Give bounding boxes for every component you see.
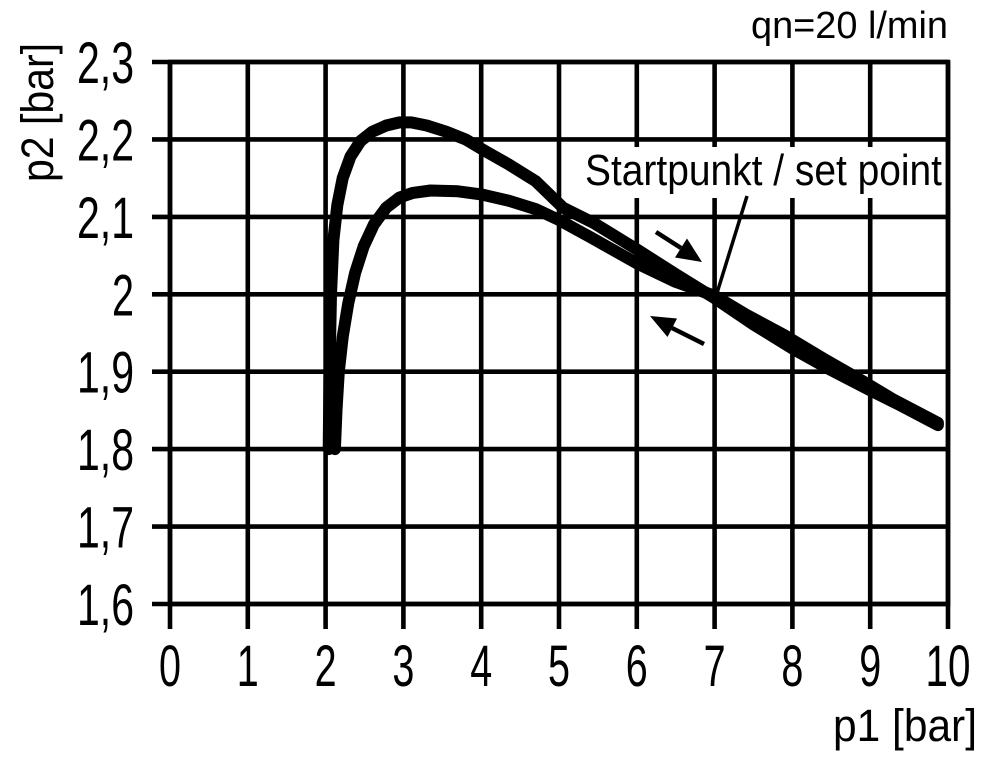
y-tick-label: 1,9 [77,341,134,406]
x-tick-label: 0 [159,634,181,699]
x-tick-label: 5 [548,634,570,699]
y-tick-label: 2,1 [77,186,134,251]
x-tick-label: 8 [781,634,803,699]
set-point-annotation: Startpunkt / set point [585,146,942,195]
chart-title: qn=20 l/min [751,5,948,47]
forward-arrow-shaft [654,230,683,250]
x-tick-label: 1 [237,634,259,699]
x-tick-label: 3 [392,634,414,699]
y-tick-label: 1,7 [77,496,134,561]
curves [322,116,944,456]
annotation-leader-line [715,195,749,294]
x-tick-label: 6 [626,634,648,699]
x-tick-label: 7 [704,634,726,699]
y-tick-label: 1,8 [77,418,134,483]
x-axis-tick-labels: 0 1 2 3 4 5 6 7 8 9 10 [159,634,971,699]
x-tick-label: 10 [926,634,971,699]
annotation-background [580,147,942,198]
y-axis-tick-labels: 2,3 2,2 2,1 2 1,9 1,8 1,7 1,6 [77,31,134,638]
return-arrow-head-icon [650,316,677,337]
curve-forward-p1-increasing [322,116,944,456]
return-direction-arrow [650,316,706,347]
x-tick-label: 4 [470,634,492,699]
y-tick-label: 2,2 [77,108,134,173]
y-tick-label: 1,6 [77,573,134,638]
y-tick-label: 2,3 [77,31,134,96]
y-tick-label: 2 [112,263,134,328]
forward-direction-arrow [654,230,702,262]
x-tick-label: 2 [315,634,337,699]
x-tick-label: 9 [859,634,881,699]
return-arrow-shaft [670,325,706,347]
x-axis-title: p1 [bar] [833,700,977,751]
curve-return-p1-decreasing [328,184,944,456]
y-axis-title: p2 [bar] [12,43,63,182]
forward-arrow-head-icon [675,238,702,262]
plot-border [167,59,951,607]
